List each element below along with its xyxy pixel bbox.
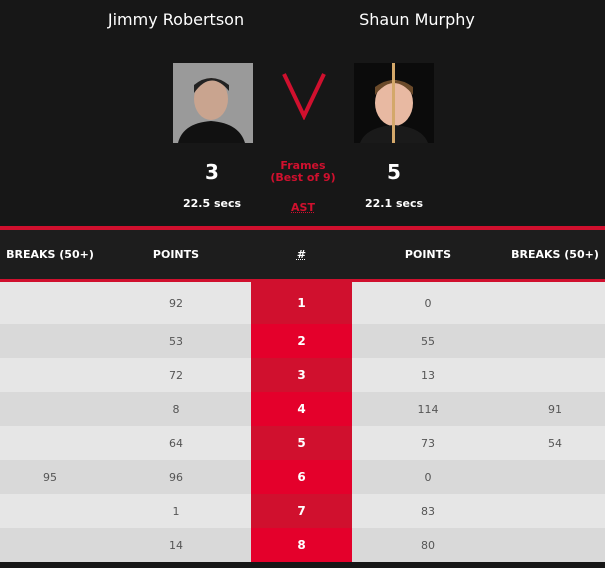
cell-frame-number: 7 [251,494,352,528]
table-row: 53 2 55 [0,324,605,358]
cell-frame-number: 6 [251,460,352,494]
player2-name[interactable]: Shaun Murphy [359,10,475,29]
ast-label[interactable]: AST [291,201,315,214]
player1-name[interactable]: Jimmy Robertson [107,10,245,29]
divider [0,279,605,282]
cell-breaks-left [0,358,100,392]
cell-frame-number: 8 [251,528,352,562]
frames-text: Frames [280,159,326,172]
table-row: 1 7 83 [0,494,605,528]
cell-breaks-right: 91 [548,402,562,416]
player1-score: 3 [205,160,219,184]
table-row: 95 96 6 0 [0,460,605,494]
best-of-text: (Best of 9) [270,171,336,184]
cell-points-left: 96 [169,470,183,484]
table-row: 14 8 80 [0,528,605,562]
match-header: Jimmy Robertson Shaun Murphy 3 5 Frames(… [0,0,605,226]
cell-frame-number: 2 [251,324,352,358]
table-row: 8 4 114 91 [0,392,605,426]
table-header: BREAKS (50+) POINTS # POINTS BREAKS (50+… [0,230,605,279]
cell-breaks-left: 95 [43,470,57,484]
player1-photo [173,63,253,143]
table-row: 72 3 13 [0,358,605,392]
cell-breaks-right: 54 [548,436,562,450]
cell-points-right: 0 [424,296,432,310]
player2-ast: 22.1 secs [364,197,424,210]
cell-frame-number: 4 [251,392,352,426]
cell-breaks-right [505,324,605,358]
cell-points-right: 114 [417,402,439,416]
cell-points-left: 64 [169,436,183,450]
frames-table: 92 1 0 53 2 55 72 3 13 8 4 114 91 64 5 73 54 95 96 6 0 1 7 83 14… [0,282,605,562]
versus-icon [282,73,326,120]
cell-breaks-left [0,494,100,528]
divider [0,226,605,230]
cell-points-right: 80 [421,538,435,552]
cell-breaks-right [505,460,605,494]
cell-points-right: 0 [424,470,432,484]
cell-frame-number: 3 [251,358,352,392]
header-frame-number[interactable]: # [296,248,307,261]
header-points-right: POINTS [404,248,452,261]
cell-points-left: 53 [169,334,183,348]
frames-label: Frames (Best of 9) [262,160,344,184]
cell-breaks-left [0,282,100,324]
table-row: 92 1 0 [0,282,605,324]
player2-photo [354,63,434,143]
header-points-left: POINTS [152,248,200,261]
cell-points-left: 1 [172,504,180,518]
cell-points-left: 14 [169,538,183,552]
cell-points-right: 83 [421,504,435,518]
cell-frame-number: 1 [251,282,352,324]
header-breaks-right: BREAKS (50+) [511,248,599,261]
cell-points-left: 72 [169,368,183,382]
cell-frame-number: 5 [251,426,352,460]
cell-breaks-right [505,528,605,562]
cell-points-left: 8 [172,402,180,416]
cell-breaks-right [505,358,605,392]
cell-breaks-right [505,282,605,324]
player2-score: 5 [387,160,401,184]
cell-points-right: 73 [421,436,435,450]
cell-points-right: 13 [421,368,435,382]
cell-breaks-left [0,392,100,426]
cell-breaks-left [0,426,100,460]
table-row: 64 5 73 54 [0,426,605,460]
cell-points-left: 92 [169,296,183,310]
header-breaks-left: BREAKS (50+) [6,248,94,261]
cell-points-right: 55 [421,334,435,348]
cell-breaks-right [505,494,605,528]
player1-ast: 22.5 secs [182,197,242,210]
cell-breaks-left [0,528,100,562]
cell-breaks-left [0,324,100,358]
